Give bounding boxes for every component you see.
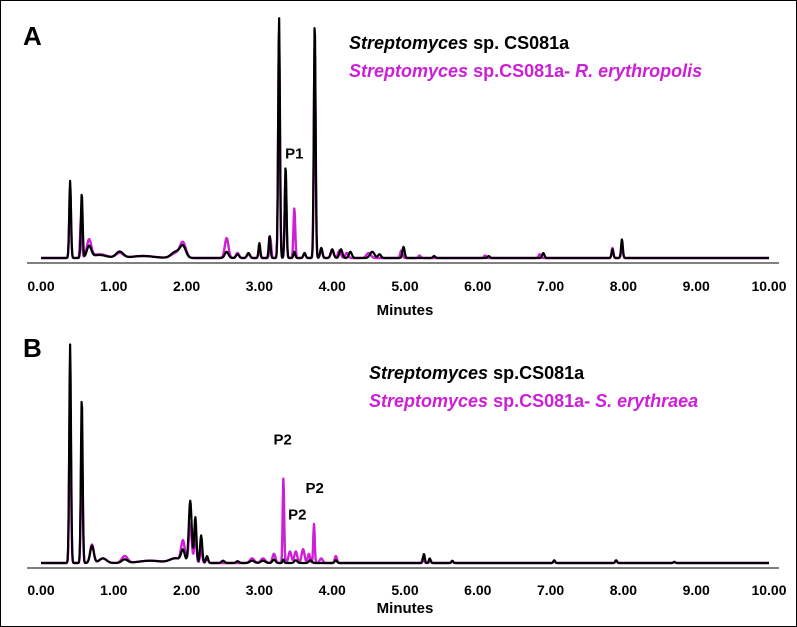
x-tick-label: 2.00 bbox=[173, 582, 200, 598]
x-tick-label: 9.00 bbox=[683, 278, 710, 294]
panel-letter-B: B bbox=[23, 333, 42, 363]
x-axis-label: Minutes bbox=[377, 302, 434, 319]
legend-entry-2: Streptomyces sp.CS081a- R. erythropolis bbox=[349, 61, 702, 81]
series-trace-1 bbox=[40, 389, 770, 565]
peak-annotation: P2 bbox=[288, 506, 306, 523]
x-tick-label: 7.00 bbox=[537, 582, 564, 598]
x-tick-label: 2.00 bbox=[173, 278, 200, 294]
x-tick-label: 5.00 bbox=[391, 582, 418, 598]
x-tick-label: 0.00 bbox=[27, 582, 54, 598]
x-tick-label: 1.00 bbox=[100, 582, 127, 598]
panel-letter-A: A bbox=[23, 21, 42, 51]
x-tick-label: 1.00 bbox=[100, 278, 127, 294]
x-tick-label: 5.00 bbox=[391, 278, 418, 294]
x-tick-label: 8.00 bbox=[610, 582, 637, 598]
series-trace-2 bbox=[40, 343, 770, 565]
series-trace-2 bbox=[40, 17, 770, 260]
x-tick-label: 3.00 bbox=[246, 582, 273, 598]
x-tick-label: 10.00 bbox=[751, 582, 786, 598]
x-tick-label: 6.00 bbox=[464, 278, 491, 294]
x-tick-label: 9.00 bbox=[683, 582, 710, 598]
x-tick-label: 4.00 bbox=[319, 278, 346, 294]
legend-entry-1: Streptomyces sp.CS081a bbox=[369, 363, 585, 383]
x-tick-label: 10.00 bbox=[751, 278, 786, 294]
x-tick-label: 4.00 bbox=[319, 582, 346, 598]
x-tick-label: 3.00 bbox=[246, 278, 273, 294]
legend-entry-2: Streptomyces sp.CS081a- S. erythraea bbox=[369, 391, 698, 411]
x-tick-label: 6.00 bbox=[464, 582, 491, 598]
peak-annotation: P2 bbox=[306, 480, 324, 497]
x-axis-label: Minutes bbox=[377, 600, 434, 617]
x-tick-label: 8.00 bbox=[610, 278, 637, 294]
x-tick-label: 7.00 bbox=[537, 278, 564, 294]
peak-annotation: P1 bbox=[285, 145, 303, 162]
legend-entry-1: Streptomyces sp. CS081a bbox=[349, 33, 570, 53]
peak-annotation: P2 bbox=[274, 432, 292, 449]
x-tick-label: 0.00 bbox=[27, 278, 54, 294]
